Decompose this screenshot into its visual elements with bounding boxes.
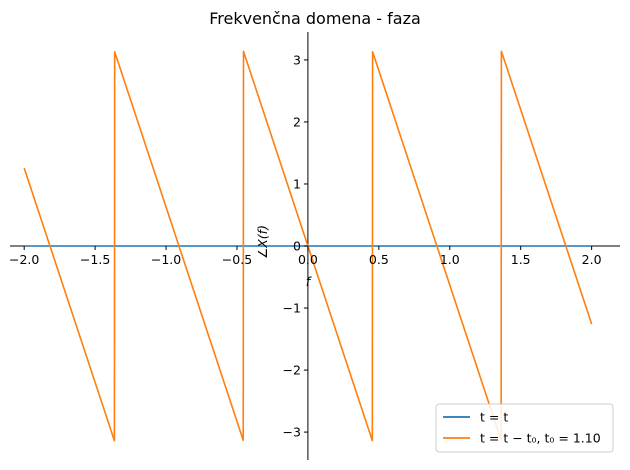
legend-label-0: t = t	[480, 410, 508, 425]
legend-label-1: t = t − t₀, t₀ = 1.10	[480, 431, 601, 446]
y-tick-label: −3	[282, 425, 300, 440]
y-tick-label: 1	[293, 176, 301, 191]
y-tick-label: 2	[293, 114, 301, 129]
chart-title: Frekvenčna domena - faza	[209, 9, 421, 28]
x-axis-label: f	[306, 274, 312, 289]
y-tick-label: −2	[282, 363, 300, 378]
x-tick-label: 1.5	[511, 252, 531, 267]
y-tick-label: 0	[293, 239, 301, 254]
x-tick-label: 1.0	[440, 252, 460, 267]
x-tick-label: −1.0	[151, 252, 181, 267]
x-tick-label: −2.0	[9, 252, 39, 267]
legend-box	[435, 403, 614, 453]
y-tick-label: 3	[293, 52, 301, 67]
y-tick-label: −1	[282, 301, 300, 316]
x-tick-label: 0.0	[298, 252, 318, 267]
y-axis-label: ∠X(f)	[255, 225, 270, 259]
ticks-layer: −2.0 −1.5 −1.0 −0.5 0.0 0.5 1.0 1.5 2.0 −3 −2 −1 0 1 2…	[9, 52, 602, 439]
legend: t = t t = t − t₀, t₀ = 1.10	[435, 403, 614, 453]
x-tick-label: −1.5	[80, 252, 110, 267]
x-tick-label: 2.0	[582, 252, 602, 267]
x-tick-label: −0.5	[222, 252, 252, 267]
x-tick-label: 0.5	[369, 252, 389, 267]
